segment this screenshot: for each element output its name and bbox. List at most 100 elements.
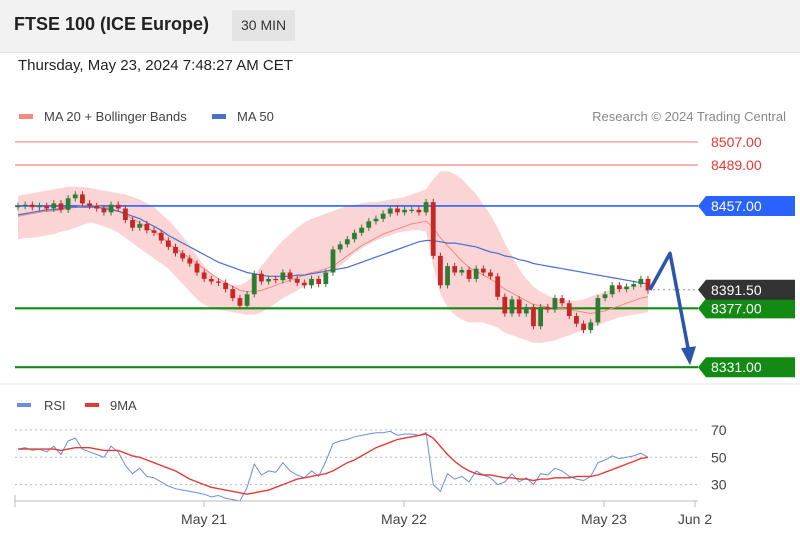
candle-body [502,296,508,314]
legend-label-rsi: RSI [44,398,66,413]
candle-body [323,272,329,285]
candle-body [452,266,458,273]
x-tick-label: Jun 2 [678,511,712,527]
candle-body [588,322,594,331]
candle-body [251,273,257,295]
last-price-label: 8391.50 [711,282,762,298]
level-label-pivot: 8457.00 [711,198,762,214]
instrument-title: FTSE 100 (ICE Europe) [14,14,210,34]
x-tick-label: May 21 [181,511,227,527]
candle-body [29,204,35,208]
candle-body [445,266,450,286]
candle-body [137,223,143,228]
candle-body [115,204,121,209]
level-tag-support [698,357,795,378]
rsi-tick-label: 70 [711,422,727,438]
forecast-arrow [648,251,691,354]
level-tag-support [698,298,795,319]
candle-body [301,282,307,286]
level-tag-pivot [698,195,795,216]
candle-body [566,303,572,317]
candle-body [366,221,372,228]
candle-body [158,232,164,241]
candle-body [80,194,85,204]
research-credit: Research © 2024 Trading Central [592,109,786,124]
candle-body [437,255,443,286]
candle-body [495,276,501,297]
level-label-support: 8377.00 [711,300,762,316]
candle-body [552,298,558,310]
header-bar: FTSE 100 (ICE Europe) 30 MIN [0,0,800,53]
candle-body [574,316,579,324]
candle-body [509,299,515,314]
candle-body [165,240,171,247]
candle-body [58,203,64,210]
candle-body [173,246,178,254]
legend-label-ma50: MA 50 [237,109,274,124]
candle-body [237,298,243,306]
candle-body [201,272,207,279]
candle-body [101,208,107,213]
candle-body [223,282,229,290]
candle-body [545,307,551,310]
candle-body [538,307,544,327]
candle-body [387,208,393,214]
candle-body [44,205,50,209]
x-tick-label: May 22 [381,511,427,527]
candle-body [273,278,279,281]
candle-body [280,272,286,281]
candle-body [602,294,608,299]
candle-body [373,218,379,222]
candle-body [316,278,322,285]
legend-label-ma20: MA 20 + Bollinger Bands [44,109,187,124]
candle-body [230,289,236,299]
candle-body [344,239,350,245]
candle-body [144,223,150,231]
candle-body [108,204,114,213]
candle-body [122,208,128,221]
candle-body [402,209,407,213]
candle-body [488,272,493,277]
candle-body [459,269,465,273]
candle-body [581,323,586,331]
forecast-arrow-head [681,346,696,366]
candle-body [72,194,78,199]
legend-swatch-ma20 [19,114,33,119]
candle-body [187,258,193,264]
candle-body [130,220,135,228]
candle-body [65,198,71,210]
rsi-ma-line [18,433,649,495]
candle-body [309,278,314,286]
candle-body [337,244,343,250]
level-label-support: 8331.00 [711,359,762,375]
timestamp: Thursday, May 23, 2024 7:48:27 AM CET [18,57,293,74]
candle-body [473,268,479,279]
candle-body [330,249,336,273]
candle-body [423,202,429,213]
candle-body [22,204,28,206]
candle-body [352,232,357,240]
candle-body [359,227,365,233]
x-tick-label: May 23 [581,511,627,527]
candle-body [638,278,644,285]
candle-body [595,298,601,323]
last-price-tag [698,279,795,300]
candle-body [94,205,100,209]
candle-body [624,286,629,290]
level-label-resistance: 8489.00 [711,157,762,173]
candle-body [516,299,522,314]
timeframe-button[interactable]: 30 MIN [232,10,296,41]
rsi-tick-label: 30 [711,477,727,493]
candle-body [531,307,536,327]
candle-body [259,273,264,282]
candle-body [523,307,529,314]
candle-body [151,230,157,233]
candle-body [294,278,300,283]
candle-body [266,278,271,282]
candle-body [616,285,622,290]
rsi-line [17,430,649,502]
candle-body [380,213,386,219]
candle-body [51,203,57,209]
candle-body [430,202,436,256]
